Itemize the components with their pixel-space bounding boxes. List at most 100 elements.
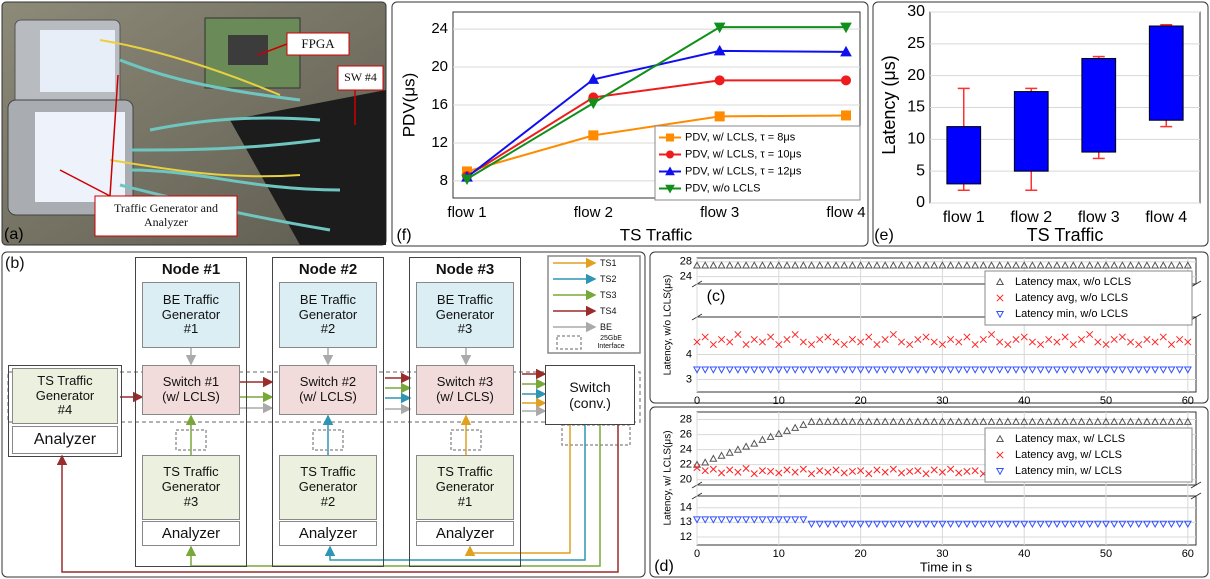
marker <box>1136 341 1142 347</box>
marker <box>727 262 733 268</box>
marker <box>702 459 708 465</box>
marker <box>743 443 749 449</box>
x-tick-label: 40 <box>1018 548 1030 560</box>
marker <box>972 262 978 268</box>
legend-label: 25GbE Interface <box>584 334 638 352</box>
y-tick-label: 16 <box>431 96 448 113</box>
box <box>1014 92 1048 172</box>
panel-label: (b) <box>5 254 35 274</box>
x-tick-label: 50 <box>1100 548 1112 560</box>
marker <box>808 262 814 268</box>
marker <box>759 339 765 345</box>
marker <box>727 449 733 455</box>
legend-label: TS1 <box>600 256 636 270</box>
marker <box>1054 367 1060 373</box>
marker <box>1013 336 1019 342</box>
marker <box>792 367 798 373</box>
marker <box>1119 367 1125 373</box>
y-axis-label: PDV(μs) <box>399 73 418 138</box>
y-tick-label: 0 <box>916 194 925 211</box>
y-axis-label: Latency, w/ LCLS(μs) <box>663 430 674 525</box>
marker <box>1086 367 1092 373</box>
marker <box>923 471 929 477</box>
marker <box>1086 262 1092 268</box>
marker <box>833 467 839 473</box>
marker <box>996 262 1002 268</box>
x-tick-label: flow 2 <box>1010 209 1052 226</box>
y-tick-label: 15 <box>907 99 925 116</box>
marker <box>1037 367 1043 373</box>
analyzer: Analyzer <box>279 521 377 546</box>
marker <box>825 262 831 268</box>
marker <box>882 336 888 342</box>
marker <box>825 469 831 475</box>
marker <box>715 75 725 85</box>
marker <box>767 262 773 268</box>
marker <box>1111 262 1117 268</box>
y-tick-label: 8 <box>440 172 448 189</box>
marker <box>1111 336 1117 342</box>
marker <box>866 262 872 268</box>
marker <box>841 367 847 373</box>
marker <box>1152 339 1158 345</box>
marker <box>743 262 749 268</box>
marker <box>841 262 847 268</box>
box <box>1082 58 1116 152</box>
marker <box>735 469 741 475</box>
marker <box>866 367 872 373</box>
x-axis-label: TS Traffic <box>1027 225 1104 245</box>
x-tick-label: 40 <box>1018 395 1030 407</box>
marker <box>1136 262 1142 268</box>
marker <box>947 367 953 373</box>
marker <box>784 467 790 473</box>
y-tick-label: 14 <box>680 502 692 514</box>
panel-label: (a) <box>4 226 34 244</box>
marker <box>956 470 962 476</box>
marker <box>1127 367 1133 373</box>
marker <box>1037 262 1043 268</box>
x-tick-label: 60 <box>1182 548 1194 560</box>
marker <box>1070 367 1076 373</box>
marker <box>1013 367 1019 373</box>
marker <box>988 262 994 268</box>
figure: 812162024flow 1flow 2flow 3flow 4TS Traf… <box>0 0 1210 579</box>
marker <box>702 334 708 340</box>
marker <box>751 367 757 373</box>
marker <box>702 517 708 523</box>
marker <box>718 262 724 268</box>
marker <box>988 367 994 373</box>
marker <box>759 262 765 268</box>
y-tick-label: 20 <box>907 67 925 84</box>
y-tick-label: 22 <box>680 459 692 471</box>
marker <box>906 468 912 474</box>
marker <box>1078 336 1084 342</box>
marker <box>727 517 733 523</box>
marker <box>825 334 831 340</box>
marker <box>800 422 806 428</box>
node-title: Node #3 <box>409 259 521 281</box>
marker <box>841 110 851 120</box>
conv-switch: Switch (conv.) <box>545 365 635 425</box>
marker <box>1078 262 1084 268</box>
marker <box>1095 367 1101 373</box>
marker <box>915 367 921 373</box>
node-title: Node #1 <box>135 259 247 281</box>
x-tick-label: 20 <box>854 548 866 560</box>
x-tick-label: flow 3 <box>1078 209 1120 226</box>
marker <box>792 425 798 431</box>
y-tick-label: 25 <box>907 35 925 52</box>
marker <box>702 262 708 268</box>
y-tick-label: 24 <box>680 444 692 456</box>
marker <box>735 331 741 337</box>
marker <box>898 339 904 345</box>
marker <box>923 262 929 268</box>
marker <box>1046 262 1052 268</box>
legend-label: PDV, w/ LCLS, τ = 10μs <box>685 148 802 160</box>
marker <box>866 334 872 340</box>
marker <box>735 517 741 523</box>
marker <box>792 469 798 475</box>
y-tick-label: 4 <box>686 348 692 360</box>
marker <box>767 334 773 340</box>
switch: Switch #1 (w/ LCLS) <box>142 365 240 415</box>
analyzer: Analyzer <box>142 521 240 546</box>
